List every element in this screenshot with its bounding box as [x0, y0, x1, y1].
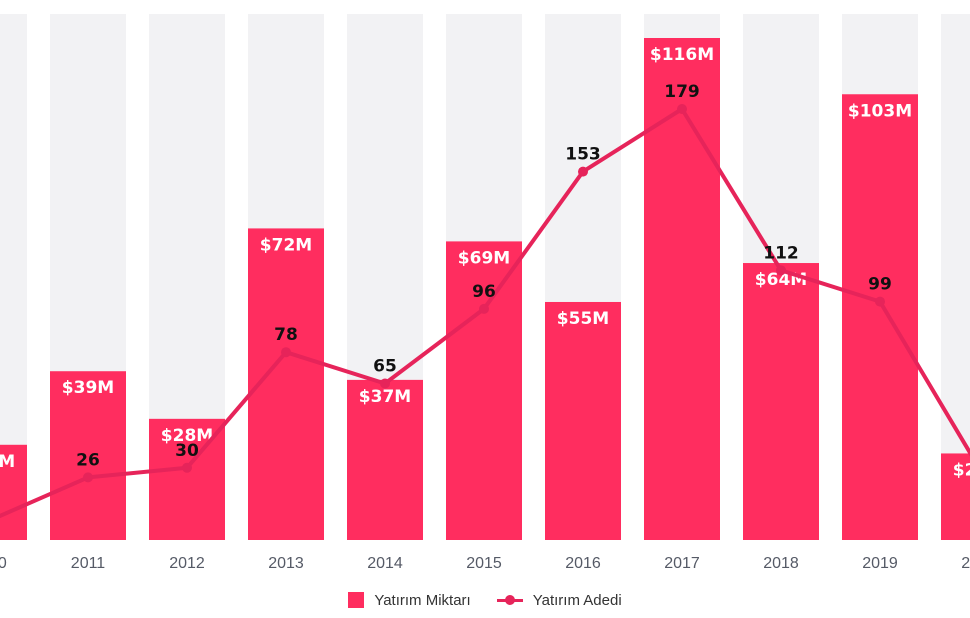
bar-2015	[446, 241, 522, 540]
point-value-label-2012: 30	[175, 441, 199, 461]
line-point-2019	[875, 296, 885, 307]
bar-value-label-2017: $116M	[650, 45, 714, 65]
bar-2016	[545, 301, 621, 540]
bar-value-label-2012: $28M	[161, 426, 213, 446]
legend-item-line[interactable]: Yatırım Adedi	[496, 591, 622, 609]
x-tick-label-2016: 2016	[565, 555, 601, 572]
bar-2011	[50, 371, 126, 540]
point-value-label-2013: 78	[274, 325, 298, 345]
bar-value-label-2014: $37M	[359, 387, 411, 407]
line-point-2017	[677, 104, 687, 114]
x-tick-label-2010: 2010	[0, 555, 7, 572]
x-tick-label-2017: 2017	[664, 555, 700, 572]
legend-bar-swatch	[348, 592, 365, 608]
bar-value-label-2010: $22M	[0, 452, 15, 472]
bar-2018	[743, 263, 819, 540]
line-point-2013	[281, 347, 291, 358]
x-tick-label-2013: 2013	[268, 555, 304, 572]
point-value-label-2016: 153	[565, 145, 601, 165]
point-value-label-2018: 112	[763, 243, 799, 263]
legend-line-label: Yatırım Adedi	[532, 591, 622, 609]
x-tick-label-2019: 2019	[862, 555, 898, 572]
x-tick-label-2015: 2015	[466, 555, 502, 572]
bar-value-label-2016: $55M	[557, 309, 609, 329]
bar-value-label-2011: $39M	[62, 378, 114, 398]
column-band-2020	[941, 14, 970, 540]
chart: $22M$39M$28M$72M$37M$69M$55M$116M$64M$10…	[0, 14, 970, 572]
point-value-label-2015: 96	[472, 282, 496, 302]
legend-line-swatch	[496, 594, 523, 606]
legend-bar-label: Yatırım Miktarı	[374, 591, 471, 609]
bar-value-label-2019: $103M	[848, 101, 912, 121]
line-point-2018	[776, 265, 786, 276]
x-tick-label-2020: 2020	[961, 555, 970, 572]
bar-value-label-2013: $72M	[260, 235, 312, 255]
point-value-label-2011: 26	[76, 450, 100, 470]
legend-item-bars[interactable]: Yatırım Miktarı	[348, 591, 471, 609]
bar-2019	[842, 94, 918, 541]
line-point-2012	[182, 462, 192, 473]
x-tick-label-2011: 2011	[71, 555, 106, 572]
bar-2017	[644, 38, 720, 540]
line-point-2015	[479, 303, 489, 314]
bar-2010	[0, 444, 27, 540]
point-value-label-2014: 65	[373, 356, 397, 376]
line-point-2011	[83, 472, 93, 483]
bar-value-label-2015: $69M	[458, 248, 510, 268]
point-value-label-2019: 99	[868, 275, 892, 295]
legend: Yatırım Miktarı Yatırım Adedi	[0, 588, 970, 612]
x-tick-label-2012: 2012	[169, 555, 205, 572]
bar-2014	[347, 379, 423, 540]
line-point-2014	[380, 378, 390, 389]
x-tick-label-2018: 2018	[763, 555, 799, 572]
point-value-label-2017: 179	[664, 82, 700, 102]
bar-value-label-2020: $20M	[953, 460, 970, 480]
bar-2020	[941, 453, 970, 540]
line-point-2016	[578, 166, 588, 177]
x-tick-label-2014: 2014	[367, 555, 403, 572]
